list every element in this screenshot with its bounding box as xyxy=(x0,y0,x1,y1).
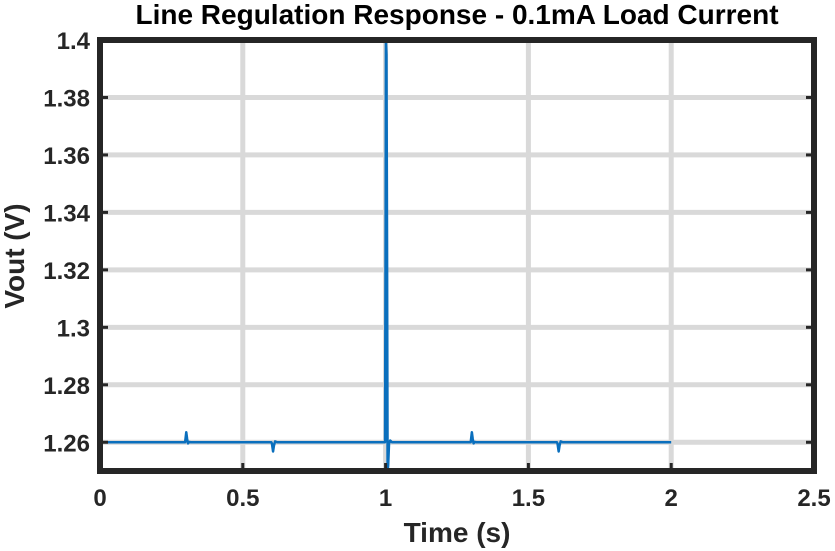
chart-title: Line Regulation Response - 0.1mA Load Cu… xyxy=(135,0,778,30)
x-tick-label: 1 xyxy=(379,485,392,512)
x-tick-label: 0 xyxy=(93,485,106,512)
y-tick-label: 1.4 xyxy=(57,28,91,55)
plot-background xyxy=(100,40,814,471)
x-tick-label: 2 xyxy=(665,485,678,512)
x-tick-label: 1.5 xyxy=(512,485,545,512)
y-axis-title: Vout (V) xyxy=(0,203,30,308)
series-line-1 xyxy=(100,40,672,471)
y-tick-label: 1.38 xyxy=(43,85,90,112)
x-tick-label: 0.5 xyxy=(226,485,259,512)
y-tick-label: 1.26 xyxy=(43,430,90,457)
axes-frame xyxy=(97,37,817,474)
y-tick-label: 1.32 xyxy=(43,258,90,285)
ticks: 0 0.5 1 1.5 2 2.5 1.26 1.28 1.3 1.32 1.34 1.36 1.38 1… xyxy=(43,28,830,512)
x-axis-title: Time (s) xyxy=(404,517,511,548)
y-tick-label: 1.3 xyxy=(57,315,90,342)
series-layer xyxy=(100,40,672,471)
y-tick-label: 1.28 xyxy=(43,373,90,400)
y-tick-label: 1.34 xyxy=(43,200,90,227)
y-tick-label: 1.36 xyxy=(43,143,90,170)
x-tick-label: 2.5 xyxy=(797,485,830,512)
